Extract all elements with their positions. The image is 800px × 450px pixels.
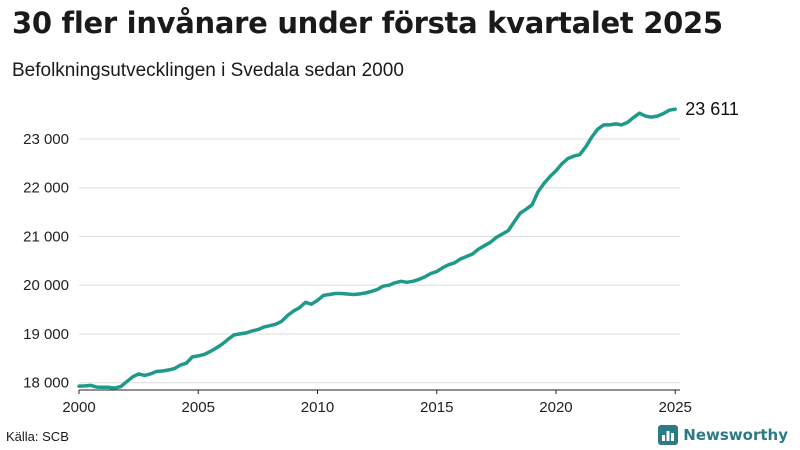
y-tick-label: 20 000 <box>23 277 69 294</box>
x-tick-label: 2010 <box>301 399 334 416</box>
brand-name: Newsworthy <box>683 426 788 444</box>
x-tick-label: 2015 <box>420 399 453 416</box>
bar-chart-icon <box>658 425 679 445</box>
x-tick-label: 2000 <box>62 399 95 416</box>
end-value-label: 23 611 <box>685 99 739 119</box>
y-tick-label: 18 000 <box>23 375 69 392</box>
x-tick-label: 2020 <box>539 399 572 416</box>
y-tick-label: 21 000 <box>23 228 69 245</box>
x-tick-label: 2005 <box>182 399 215 416</box>
y-tick-label: 19 000 <box>23 326 69 343</box>
x-tick-label: 2025 <box>659 399 692 416</box>
y-tick-label: 23 000 <box>23 131 69 148</box>
series-line <box>77 107 677 390</box>
chart-title: 30 fler invånare under första kvartalet … <box>12 6 723 40</box>
y-tick-label: 22 000 <box>23 180 69 197</box>
source-note: Källa: SCB <box>6 429 69 444</box>
brand-logo: Newsworthy <box>658 425 788 445</box>
chart-subtitle: Befolkningsutvecklingen i Svedala sedan … <box>12 60 404 81</box>
